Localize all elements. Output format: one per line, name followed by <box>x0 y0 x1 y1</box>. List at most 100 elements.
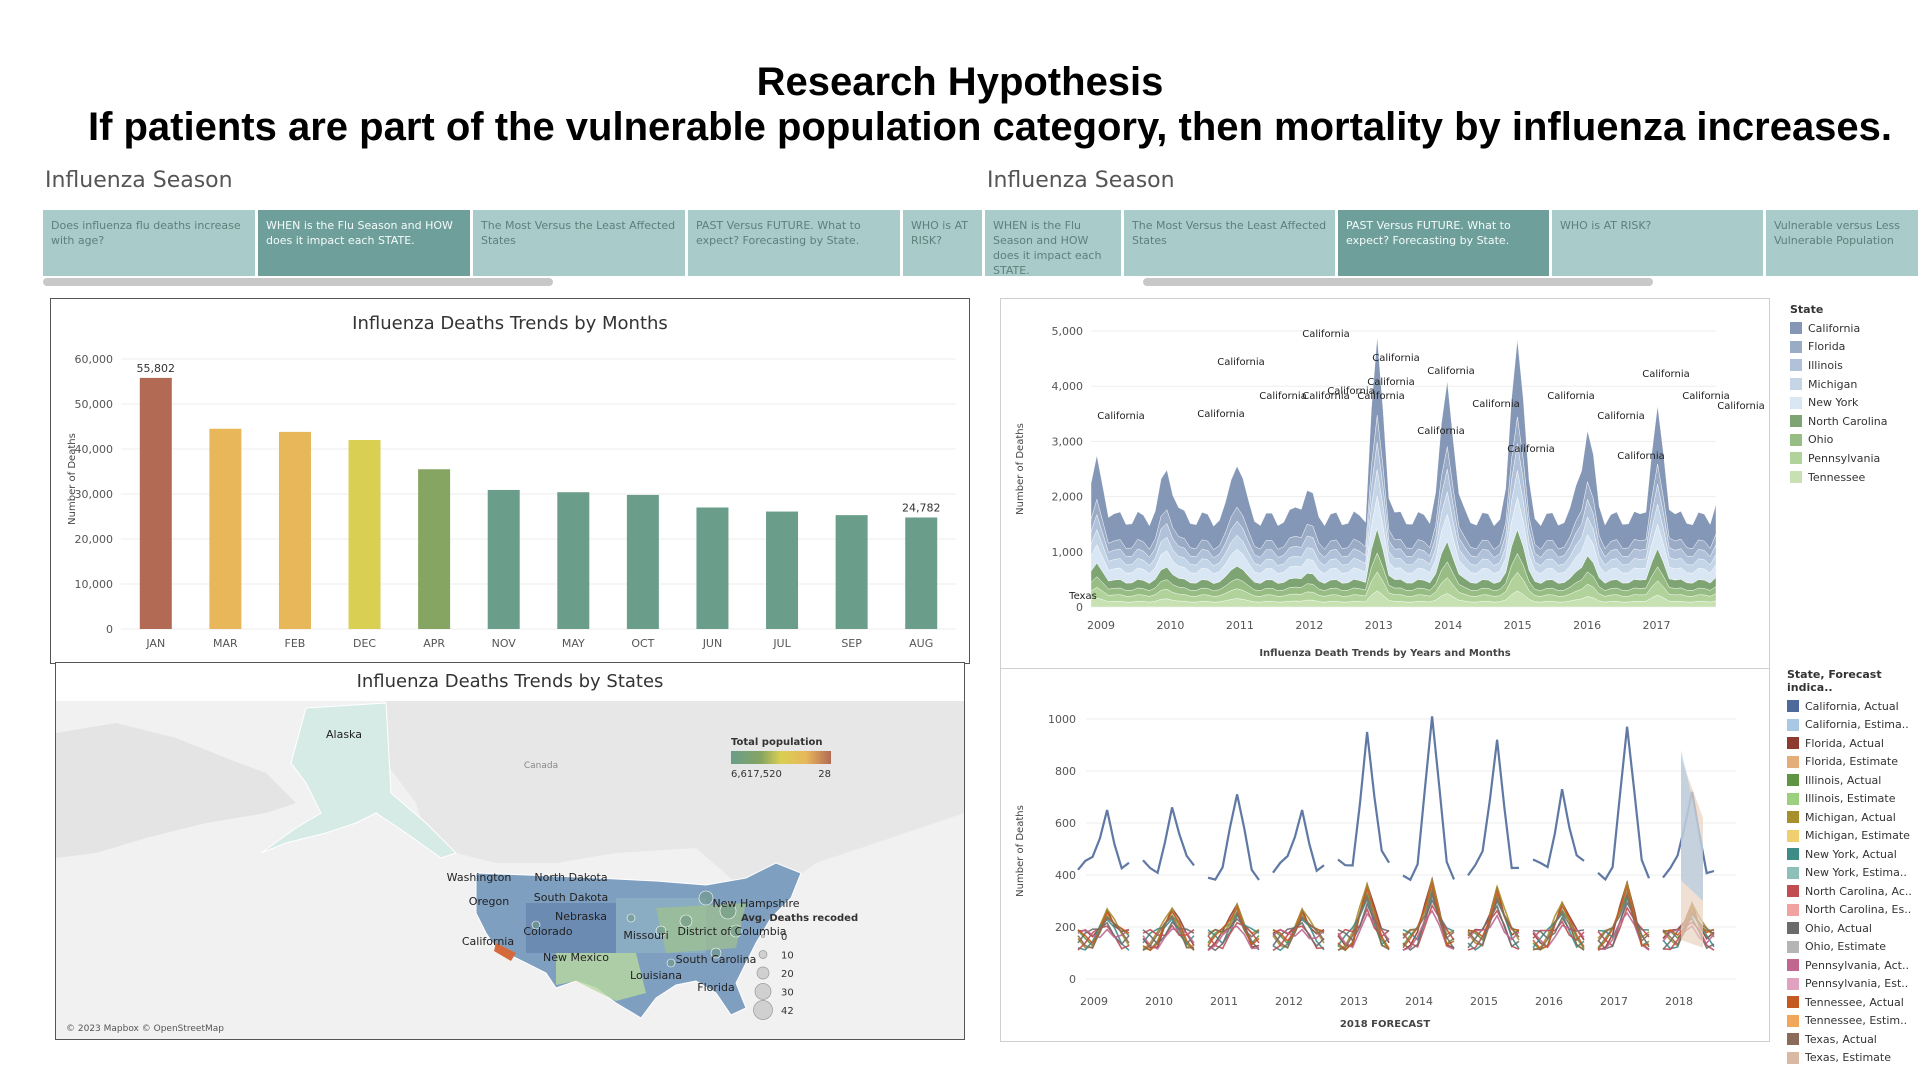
forecast-legend-item[interactable]: Ohio, Actual <box>1787 919 1917 938</box>
area-legend-item[interactable]: Tennessee <box>1790 468 1915 487</box>
forecast-legend-item[interactable]: California, Actual <box>1787 697 1917 716</box>
forecast-line-north-carolina-ac-[interactable] <box>1077 925 1130 951</box>
area-legend-item[interactable]: Pennsylvania <box>1790 449 1915 468</box>
bar-jul[interactable] <box>766 511 799 629</box>
bar-jun[interactable] <box>696 507 729 630</box>
bar-dec[interactable] <box>348 440 381 629</box>
forecast-line-pennsylvania-act-[interactable] <box>1272 928 1325 940</box>
forecast-legend-item[interactable]: New York, Actual <box>1787 845 1917 864</box>
forecast-line-new-york-actual[interactable] <box>1142 917 1195 945</box>
bar-apr[interactable] <box>418 469 451 629</box>
forecast-legend-item[interactable]: Pennsylvania, Act.. <box>1787 956 1917 975</box>
right-tabs-scrollbar[interactable] <box>1143 278 1653 286</box>
right-tab-5[interactable]: Vulnerable versus Less Vulnerable Popula… <box>1766 210 1918 276</box>
left-tab-4[interactable]: PAST Versus FUTURE. What to expect? Fore… <box>688 210 900 276</box>
right-tab-3[interactable]: PAST Versus FUTURE. What to expect? Fore… <box>1338 210 1549 276</box>
forecast-line-texas-actual[interactable] <box>1272 916 1325 949</box>
forecast-line-tennessee-actual[interactable] <box>1142 910 1195 952</box>
bar-jan[interactable] <box>139 377 172 629</box>
forecast-line-california-actual[interactable] <box>1532 788 1585 869</box>
area-xtick-label: 2015 <box>1504 619 1532 632</box>
area-legend-item[interactable]: Ohio <box>1790 431 1915 450</box>
forecast-legend-item[interactable]: Florida, Actual <box>1787 734 1917 753</box>
area-legend-item[interactable]: California <box>1790 319 1915 338</box>
forecast-legend-item[interactable]: North Carolina, Ac.. <box>1787 882 1917 901</box>
area-annotation: California <box>1417 426 1465 437</box>
bar-oct[interactable] <box>626 494 659 629</box>
forecast-line-texas-actual[interactable] <box>1402 889 1455 940</box>
bar-may[interactable] <box>557 492 590 629</box>
forecast-legend-item[interactable]: Tennessee, Estim.. <box>1787 1012 1917 1031</box>
forecast-line-texas-actual[interactable] <box>1207 911 1260 938</box>
bar-ytick-label: 40,000 <box>75 443 114 456</box>
bar-feb[interactable] <box>278 431 311 629</box>
forecast-legend-item[interactable]: Illinois, Actual <box>1787 771 1917 790</box>
forecast-legend-item[interactable]: Pennsylvania, Est.. <box>1787 975 1917 994</box>
forecast-legend-item[interactable]: Ohio, Estimate <box>1787 938 1917 957</box>
left-tabs-scrollbar[interactable] <box>43 278 553 286</box>
map-label-south-carolina: South Carolina <box>676 953 757 966</box>
forecast-legend-item[interactable]: Florida, Estimate <box>1787 753 1917 772</box>
forecast-line-pennsylvania-act-[interactable] <box>1467 913 1520 941</box>
forecast-line-tennessee-actual[interactable] <box>1402 881 1455 949</box>
left-tab-1[interactable]: Does influenza flu deaths increase with … <box>43 210 255 276</box>
forecast-line-california-actual[interactable] <box>1597 726 1651 882</box>
area-series-california[interactable] <box>1090 336 1717 550</box>
right-tab-2[interactable]: The Most Versus the Least Affected State… <box>1124 210 1335 276</box>
area-legend-item[interactable]: New York <box>1790 393 1915 412</box>
line-ytick-label: 1000 <box>1048 713 1076 726</box>
bar-aug[interactable] <box>905 517 938 629</box>
forecast-line-pennsylvania-act-[interactable] <box>1532 924 1585 949</box>
right-tab-4[interactable]: WHO is AT RISK? <box>1552 210 1763 276</box>
forecast-legend-item[interactable]: Michigan, Estimate <box>1787 827 1917 846</box>
forecast-line-pennsylvania-act-[interactable] <box>1337 912 1390 949</box>
forecast-line-california-actual[interactable] <box>1272 809 1325 874</box>
forecast-legend-item[interactable]: Illinois, Estimate <box>1787 790 1917 809</box>
map-attribution[interactable]: © 2023 Mapbox © OpenStreetMap <box>66 1024 224 1034</box>
forecast-legend-item[interactable]: Michigan, Actual <box>1787 808 1917 827</box>
forecast-legend-item[interactable]: Tennessee, Actual <box>1787 993 1917 1012</box>
left-tab-2[interactable]: WHEN is the Flu Season and HOW does it i… <box>258 210 470 276</box>
forecast-line-texas-actual[interactable] <box>1142 915 1194 952</box>
area-legend-item[interactable]: Florida <box>1790 338 1915 357</box>
forecast-line-california-actual[interactable] <box>1402 716 1456 882</box>
forecast-line-north-carolina-ac-[interactable] <box>1207 921 1260 950</box>
forecast-legend-item[interactable]: Texas, Actual <box>1787 1030 1917 1049</box>
forecast-line-texas-actual[interactable] <box>1532 910 1585 951</box>
left-tab-5[interactable]: WHO is AT RISK? <box>903 210 982 276</box>
area-legend-item[interactable]: North Carolina <box>1790 412 1915 431</box>
forecast-line-texas-actual[interactable] <box>1077 916 1130 950</box>
forecast-legend-item[interactable]: Texas, Estimate <box>1787 1049 1917 1068</box>
area-annotation: California <box>1367 377 1415 388</box>
forecast-legend-item[interactable]: New York, Estima.. <box>1787 864 1917 883</box>
left-tab-3[interactable]: The Most Versus the Least Affected State… <box>473 210 685 276</box>
forecast-line-pennsylvania-act-[interactable] <box>1142 928 1195 950</box>
color-legend-title: Total population <box>731 737 822 748</box>
bar-sep[interactable] <box>835 515 868 629</box>
forecast-line-pennsylvania-act-[interactable] <box>1207 925 1260 952</box>
forecast-line-california-actual[interactable] <box>1142 807 1195 875</box>
forecast-line-ohio-actual[interactable] <box>1207 917 1260 952</box>
forecast-line-pennsylvania-act-[interactable] <box>1077 928 1130 939</box>
forecast-line-california-actual[interactable] <box>1207 794 1260 881</box>
forecast-legend-item[interactable]: California, Estima.. <box>1787 716 1917 735</box>
forecast-line-california-actual[interactable] <box>1337 731 1390 867</box>
area-legend-item[interactable]: Michigan <box>1790 375 1915 394</box>
forecast-line-tennessee-actual[interactable] <box>1207 906 1260 947</box>
bar-mar[interactable] <box>209 428 242 629</box>
forecast-line-texas-actual[interactable] <box>1337 894 1390 951</box>
forecast-line-tennessee-actual[interactable] <box>1597 884 1650 950</box>
forecast-legend-item[interactable]: North Carolina, Es.. <box>1787 901 1917 920</box>
forecast-line-texas-actual[interactable] <box>1597 892 1650 943</box>
forecast-line-texas-actual[interactable] <box>1467 896 1520 947</box>
forecast-line-ohio-actual[interactable] <box>1142 920 1195 946</box>
forecast-line-tennessee-actual[interactable] <box>1337 886 1390 951</box>
right-tab-1[interactable]: WHEN is the Flu Season and HOW does it i… <box>985 210 1121 277</box>
bar-nov[interactable] <box>487 489 520 629</box>
forecast-line-california-actual[interactable] <box>1467 739 1520 877</box>
legend-label: Pennsylvania <box>1808 451 1881 465</box>
forecast-line-tennessee-actual[interactable] <box>1077 910 1130 945</box>
area-legend-item[interactable]: Illinois <box>1790 356 1915 375</box>
forecast-line-ohio-actual[interactable] <box>1337 901 1390 942</box>
forecast-line-california-actual[interactable] <box>1077 809 1130 871</box>
